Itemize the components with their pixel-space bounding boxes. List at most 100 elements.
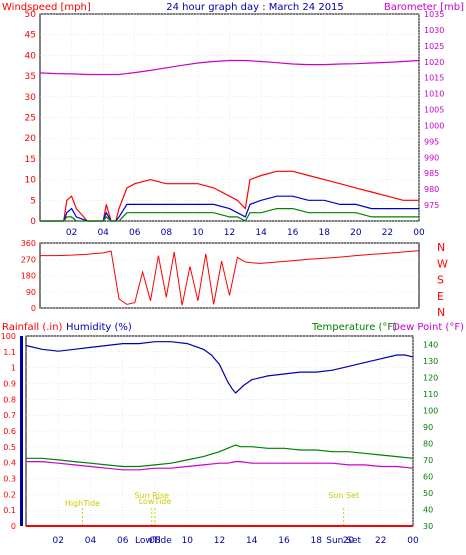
climate-plot-area [25,335,414,527]
rainfall-y-tick-label: 0.1 [3,506,16,515]
wind-y-tick-label: 10 [25,176,37,186]
wind-x-tick-label: 06 [129,228,141,238]
temperature-axis-label: Temperature (°F) [311,322,397,333]
rainfall-y-tick-label: 0.2 [3,490,16,499]
climate-x-tick-label: 22 [375,536,386,546]
rainfall-y-tick-label: 0.9 [3,380,16,389]
climate-x-tick-label: 12 [214,536,225,546]
almanac-x-label: LowTide [135,536,172,546]
compass-label: N [437,241,445,254]
wind-y-tick-label: 20 [25,134,37,144]
wind-x-tick-label: 00 [413,228,425,238]
almanac-marker-label: Sun Rise [134,491,169,500]
climate-x-tick-label: 20 [343,536,355,546]
temperature-y-tick-label: 60 [423,472,433,481]
rainfall-y-tick-label: 100 [1,332,16,341]
wind-y-tick-label: 50 [25,10,37,20]
wind-y-tick-label: 40 [25,51,37,61]
dewpoint-line [26,461,414,471]
rainfall-y-tick-label: 1.1 [3,348,16,357]
compass-label: N [437,306,445,319]
wind-x-tick-label: 16 [287,228,299,238]
rainfall-y-tick-label: 0 [11,522,16,531]
barometer-axis-label: Barometer [mb] [384,2,464,13]
climate-x-tick-label: 04 [85,536,97,546]
direction-y-tick-label: 360 [21,239,36,248]
compass-label: E [437,290,444,303]
rainfall-y-tick-label: 0.5 [3,443,16,452]
direction-grid [40,242,419,309]
wind-x-tick-label: 08 [161,228,173,238]
wind-y-tick-label: 35 [25,72,36,82]
barometer-y-tick-label: 1035 [424,10,444,19]
barometer-y-tick-label: 975 [424,201,439,210]
low-wind-line [40,208,419,222]
temperature-y-tick-label: 120 [423,373,438,382]
almanac-marker-label: HighTide [65,499,100,508]
temperature-y-tick-label: 50 [423,489,433,498]
climate-series [25,341,414,471]
wind-x-tick-label: 02 [66,228,77,238]
climate-x-tick-label: 10 [182,536,194,546]
rainfall-y-tick-label: 1 [11,364,16,373]
temperature-y-tick-label: 40 [423,505,433,514]
wind-y-tick-label: 5 [30,196,36,206]
barometer-y-tick-label: 980 [424,185,439,194]
temperature-y-tick-label: 70 [423,456,433,465]
barometer-y-tick-label: 1000 [424,121,444,130]
average-wind-line [40,195,419,222]
barometer-y-tick-label: 995 [424,137,439,146]
climate-x-tick-label: 18 [311,536,323,546]
climate-x-tick-label: 06 [117,536,129,546]
temperature-line [26,444,414,468]
temperature-y-tick-label: 130 [423,357,438,366]
barometer-y-tick-label: 990 [424,153,439,162]
temperature-y-tick-label: 110 [423,390,438,399]
wind-series [39,59,420,222]
barometer-y-tick-label: 1030 [424,26,444,35]
barometer-y-tick-label: 1015 [424,74,444,83]
humidity-axis-label: Humidity (%) [66,322,132,333]
rainfall-y-ticks: 0 0.1 0.2 0.3 0.4 0.5 0.6 0.7 0.8 0.9 1 1.1 100 [1,332,16,531]
wind-x-ticks: 02 04 06 08 10 12 14 16 18 20 22 00 [66,228,425,238]
rainfall-y-tick-label: 0.3 [3,475,16,484]
compass-label: S [437,274,444,287]
barometer-y-tick-label: 1020 [424,58,444,67]
wind-y-tick-label: 15 [25,155,36,165]
direction-series [40,250,420,306]
graph-title: 24 hour graph day : March 24 2015 [166,2,344,13]
wind-grid [40,13,420,222]
wind-x-tick-label: 22 [382,228,393,238]
wind-y-ticks: 0 5 10 15 20 25 30 35 40 45 50 [25,10,37,227]
wind-x-tick-label: 20 [350,228,362,238]
wind-direction-line [40,250,420,306]
almanac-marker-label: Sun Set [328,491,359,500]
dewpoint-axis-label: Dew Point (°F) [392,322,464,333]
gust-line [40,170,419,222]
wind-x-tick-label: 10 [192,228,204,238]
temperature-y-tick-label: 140 [423,340,438,349]
barometer-y-ticks: 975 980 985 990 995 1000 1005 1010 1015 1020 1025 1… [424,10,444,210]
direction-y-tick-label: 180 [21,272,36,281]
wind-x-tick-label: 18 [319,228,331,238]
direction-y-tick-label: 90 [26,288,36,297]
almanac-marker-label: LowTide [139,497,172,506]
climate-x-tick-label: 14 [246,536,258,546]
climate-x-ticks: 02 04 06 08 10 12 14 16 18 20 22 00 LowTide Sun Set [53,536,419,546]
rainfall-axis-label: Rainfall (.in) [2,322,63,333]
temperature-y-tick-label: 90 [423,423,433,432]
rainfall-y-tick-label: 0.8 [3,395,16,404]
direction-y-ticks: 0 90 180 270 360 [21,239,36,313]
barometer-y-tick-label: 985 [424,169,439,178]
wind-y-tick-label: 25 [25,114,36,124]
wind-axis-label: Windspeed [mph] [2,2,91,13]
direction-y-tick-label: 270 [21,255,36,264]
temperature-y-tick-label: 80 [423,439,433,448]
temperature-y-ticks: 30 40 50 60 70 80 90 100 110 120 130 140 [423,340,438,531]
barometer-y-tick-label: 1005 [424,106,444,115]
barometer-y-tick-label: 1025 [424,42,444,51]
barometer-line [39,59,420,76]
